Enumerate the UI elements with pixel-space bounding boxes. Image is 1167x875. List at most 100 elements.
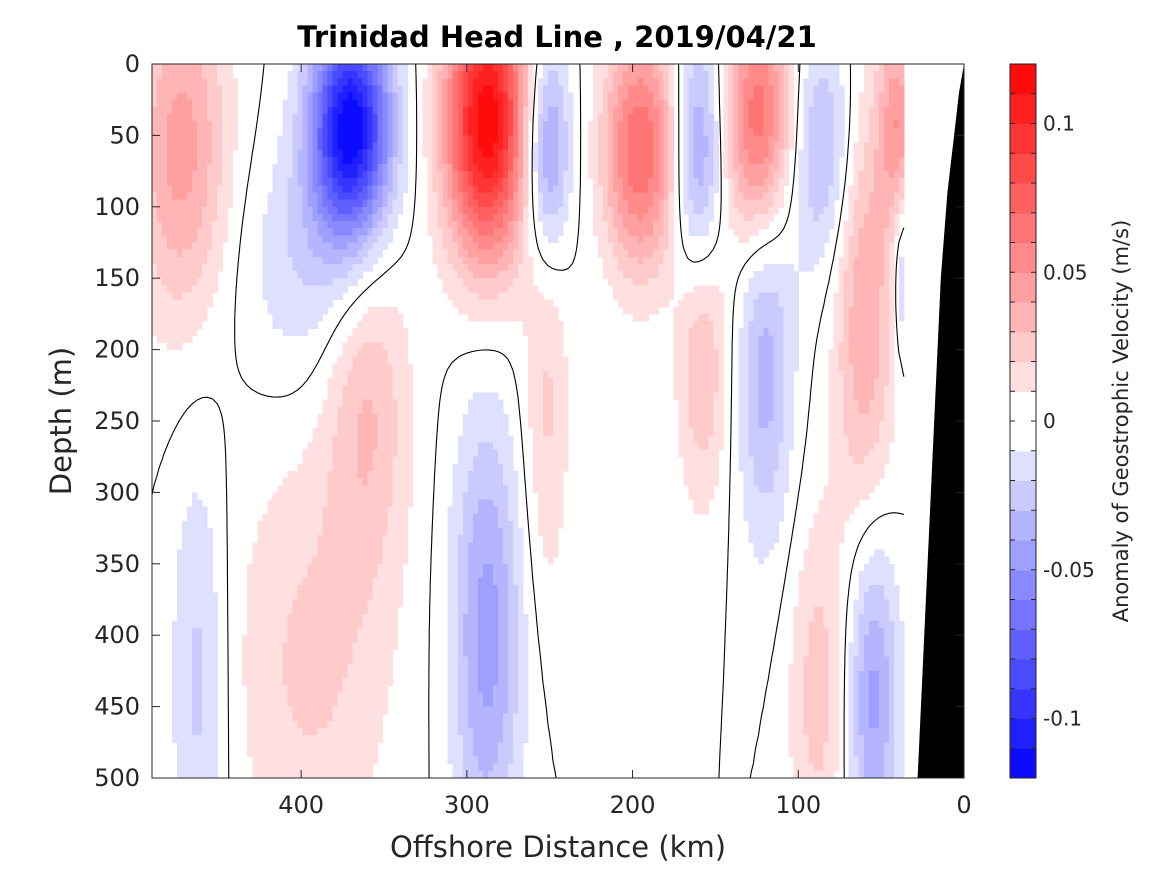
contour-cell: [277, 278, 283, 286]
contour-cell: [407, 421, 414, 429]
contour-cell: [598, 163, 604, 172]
contour-cell: [517, 85, 524, 94]
contour-cell: [738, 363, 745, 372]
contour-cell: [372, 228, 379, 236]
contour-cell: [157, 278, 163, 286]
contour-cell: [457, 149, 464, 158]
contour-cell: [322, 171, 329, 179]
contour-cell: [613, 292, 619, 301]
contour-cell: [502, 171, 509, 179]
contour-cell: [793, 342, 800, 351]
contour-cell: [327, 185, 334, 194]
contour-cell: [452, 221, 459, 229]
contour-cell: [633, 249, 639, 258]
contour-cell: [202, 313, 208, 322]
contour-cell: [532, 313, 539, 322]
contour-cell: [838, 363, 845, 372]
contour-cell: [357, 113, 364, 122]
contour-cell: [302, 185, 308, 194]
contour-cell: [558, 342, 564, 351]
contour-cell: [202, 228, 208, 236]
contour-cell: [878, 163, 885, 172]
contour-cell: [703, 121, 709, 129]
contour-cell: [472, 313, 479, 322]
contour-cell: [192, 78, 198, 87]
contour-cell: [878, 256, 885, 265]
contour-cell: [157, 78, 163, 87]
contour-cell: [743, 235, 750, 244]
contour-cell: [888, 349, 895, 358]
contour-cell: [327, 413, 334, 422]
contour-cell: [558, 142, 564, 151]
contour-cell: [823, 206, 830, 215]
contour-cell: [668, 113, 674, 122]
contour-cell: [397, 421, 404, 429]
contour-cell: [407, 378, 414, 386]
contour-cell: [177, 142, 183, 151]
contour-cell: [487, 221, 494, 229]
contour-cell: [663, 78, 669, 87]
contour-cell: [427, 171, 434, 179]
contour-cell: [888, 371, 895, 379]
contour-cell: [763, 271, 770, 279]
contour-cell: [462, 78, 469, 87]
contour-cell: [487, 156, 494, 165]
contour-cell: [598, 178, 604, 186]
contour-cell: [768, 121, 775, 129]
contour-cell: [608, 78, 614, 87]
contour-cell: [763, 392, 770, 401]
contour-cell: [297, 178, 303, 186]
contour-cell: [387, 135, 394, 144]
contour-cell: [783, 142, 790, 151]
contour-cell: [643, 78, 649, 87]
contour-cell: [197, 128, 203, 136]
contour-cell: [332, 142, 339, 151]
contour-cell: [472, 413, 479, 422]
contour-cell: [332, 235, 339, 244]
contour-cell: [517, 213, 524, 222]
contour-cell: [447, 242, 454, 251]
contour-cell: [487, 199, 494, 208]
contour-cell: [342, 342, 349, 351]
contour-cell: [868, 163, 875, 172]
contour-cell: [472, 149, 479, 158]
contour-cell: [157, 299, 163, 308]
contour-cell: [653, 78, 659, 87]
contour-cell: [883, 106, 890, 115]
contour-cell: [728, 156, 735, 165]
contour-cell: [327, 428, 334, 436]
contour-cell: [748, 92, 755, 101]
contour-cell: [613, 206, 619, 215]
contour-cell: [177, 64, 183, 72]
contour-cell: [497, 78, 504, 87]
contour-cell: [307, 313, 313, 322]
contour-cell: [287, 256, 293, 265]
contour-cell: [522, 228, 529, 236]
contour-cell: [893, 185, 900, 194]
contour-cell: [608, 263, 614, 272]
contour-cell: [167, 242, 173, 251]
contour-cell: [397, 363, 404, 372]
contour-cell: [888, 171, 895, 179]
contour-cell: [547, 106, 554, 115]
contour-cell: [768, 385, 775, 394]
contour-cell: [868, 356, 875, 365]
contour-cell: [332, 163, 339, 172]
contour-cell: [693, 142, 699, 151]
contour-cell: [813, 206, 820, 215]
contour-cell: [537, 99, 544, 108]
contour-cell: [848, 185, 855, 194]
contour-cell: [342, 156, 349, 165]
contour-cell: [873, 106, 880, 115]
contour-cell: [277, 192, 283, 201]
contour-cell: [748, 135, 755, 144]
contour-cell: [187, 256, 193, 265]
contour-cell: [558, 128, 564, 136]
contour-cell: [167, 142, 173, 151]
contour-cell: [187, 335, 193, 344]
contour-cell: [512, 71, 519, 79]
contour-cell: [853, 213, 860, 222]
contour-cell: [738, 328, 745, 336]
contour-cell: [668, 171, 674, 179]
contour-cell: [558, 92, 564, 101]
